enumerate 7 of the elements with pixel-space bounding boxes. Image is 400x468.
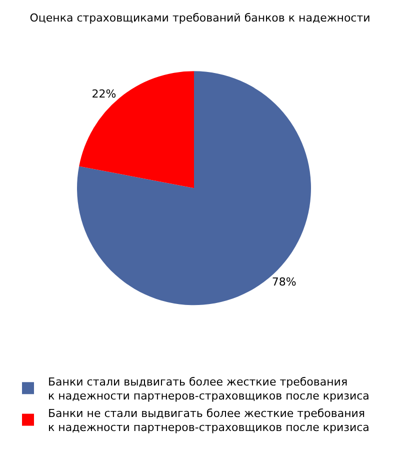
pie-slice: [77, 71, 311, 306]
data-label: 22%: [92, 88, 116, 101]
legend-label: Банки не стали выдвигать более жесткие требования к надежности партнеров-страховщиков после кризиса: [48, 406, 370, 434]
data-label: 78%: [272, 276, 296, 289]
chart-title: Оценка страховщиками требований банков к надежности: [30, 12, 370, 25]
legend-label: Банки стали выдвигать более жесткие требования к надежности партнеров-страховщиков после кризиса: [48, 375, 370, 403]
pie-slice: [79, 71, 194, 188]
